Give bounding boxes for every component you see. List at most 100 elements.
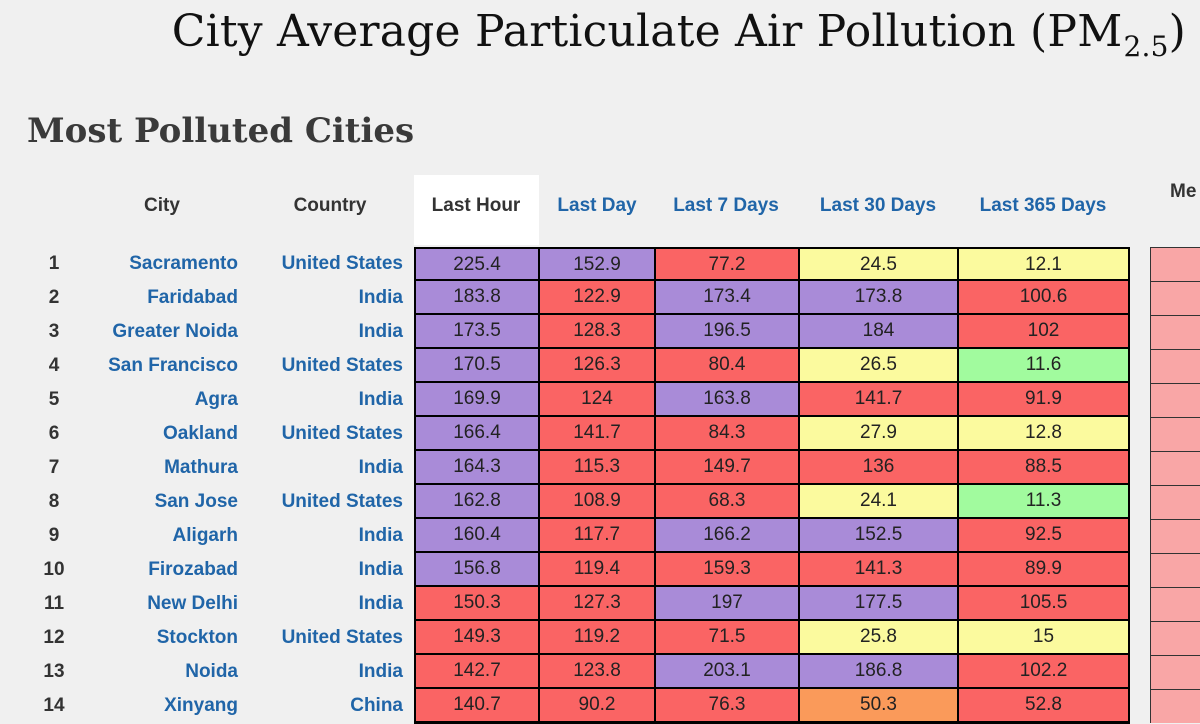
pm25-value-cell: 91.9 xyxy=(959,383,1130,417)
row-rank: 9 xyxy=(48,525,60,546)
city-link[interactable]: San Jose xyxy=(154,491,238,512)
city-link[interactable]: Xinyang xyxy=(164,695,238,716)
city-link[interactable]: Aligarh xyxy=(172,525,238,546)
city-link[interactable]: Greater Noida xyxy=(112,321,238,342)
row-rank: 14 xyxy=(43,695,65,716)
pm25-value-cell: 24.5 xyxy=(800,247,959,281)
period-tab-last-day[interactable]: Last Day xyxy=(557,195,637,216)
pm25-value-cell: 108.9 xyxy=(540,485,656,519)
pm25-value-cell: 164.3 xyxy=(414,451,540,485)
country-link[interactable]: India xyxy=(358,287,403,308)
country-link[interactable]: United States xyxy=(281,627,403,648)
column-header-city: City xyxy=(144,195,180,216)
country-link[interactable]: India xyxy=(358,321,403,342)
pm25-value-cell: 140.7 xyxy=(414,689,540,723)
country-link[interactable]: United States xyxy=(281,491,403,512)
pollution-table: 225.4 152.9 77.2 24.5 12.1 183.8 122.9 173.4 173… xyxy=(414,247,1130,724)
pm25-value-cell: 142.7 xyxy=(414,655,540,689)
pm25-value-cell: 163.8 xyxy=(656,383,800,417)
pm25-value-cell: 126.3 xyxy=(540,349,656,383)
country-link[interactable]: United States xyxy=(281,253,403,274)
city-link[interactable]: Mathura xyxy=(164,457,238,478)
period-tab-last-30-days[interactable]: Last 30 Days xyxy=(819,195,937,216)
pm25-value-cell: 119.4 xyxy=(540,553,656,587)
pm25-value-cell: 102.2 xyxy=(959,655,1130,689)
city-link[interactable]: Agra xyxy=(194,389,238,410)
country-link[interactable]: India xyxy=(358,559,403,580)
pm25-value-cell: 12.8 xyxy=(959,417,1130,451)
period-tab-last-hour[interactable]: Last Hour xyxy=(431,195,521,216)
city-link[interactable]: Sacramento xyxy=(129,253,238,274)
offscreen-cell xyxy=(1150,519,1200,553)
pm25-value-cell: 92.5 xyxy=(959,519,1130,553)
pm25-value-cell: 77.2 xyxy=(656,247,800,281)
pm25-value-cell: 100.6 xyxy=(959,281,1130,315)
pm25-value-cell: 170.5 xyxy=(414,349,540,383)
row-rank: 5 xyxy=(48,389,60,410)
offscreen-cell xyxy=(1150,417,1200,451)
country-link[interactable]: United States xyxy=(281,423,403,444)
pm25-value-cell: 68.3 xyxy=(656,485,800,519)
country-link[interactable]: India xyxy=(358,457,403,478)
pm25-value-cell: 26.5 xyxy=(800,349,959,383)
city-link[interactable]: Faridabad xyxy=(147,287,238,308)
offscreen-cell xyxy=(1150,247,1200,281)
row-rank: 8 xyxy=(48,491,60,512)
pm25-value-cell: 173.8 xyxy=(800,281,959,315)
row-rank: 2 xyxy=(48,287,60,308)
row-rank: 11 xyxy=(43,593,65,614)
country-link[interactable]: United States xyxy=(281,355,403,376)
pm25-value-cell: 197 xyxy=(656,587,800,621)
offscreen-cell xyxy=(1150,281,1200,315)
pm25-value-cell: 50.3 xyxy=(800,689,959,723)
pm25-value-cell: 105.5 xyxy=(959,587,1130,621)
country-link[interactable]: China xyxy=(350,695,403,716)
country-link[interactable]: India xyxy=(358,593,403,614)
pm25-value-cell: 152.9 xyxy=(540,247,656,281)
period-tab-last-7-days[interactable]: Last 7 Days xyxy=(673,195,779,216)
column-header-country: Country xyxy=(293,195,367,216)
pm25-value-cell: 225.4 xyxy=(414,247,540,281)
pm25-value-cell: 156.8 xyxy=(414,553,540,587)
pm25-value-cell: 136 xyxy=(800,451,959,485)
pm25-value-cell: 27.9 xyxy=(800,417,959,451)
pm25-value-cell: 88.5 xyxy=(959,451,1130,485)
pm25-value-cell: 184 xyxy=(800,315,959,349)
country-link[interactable]: India xyxy=(358,661,403,682)
pm25-value-cell: 169.9 xyxy=(414,383,540,417)
pm25-value-cell: 11.6 xyxy=(959,349,1130,383)
offscreen-cell xyxy=(1150,553,1200,587)
pm25-value-cell: 183.8 xyxy=(414,281,540,315)
offscreen-cell xyxy=(1150,383,1200,417)
country-link[interactable]: India xyxy=(358,389,403,410)
city-link[interactable]: New Delhi xyxy=(147,593,238,614)
country-link[interactable]: India xyxy=(358,525,403,546)
city-link[interactable]: Stockton xyxy=(156,627,238,648)
page-title-main: City Average Particulate Air Pollution (… xyxy=(171,6,1123,57)
pm25-value-cell: 177.5 xyxy=(800,587,959,621)
pm25-value-cell: 203.1 xyxy=(656,655,800,689)
offscreen-cell xyxy=(1150,621,1200,655)
pm25-value-cell: 84.3 xyxy=(656,417,800,451)
pm25-value-cell: 15 xyxy=(959,621,1130,655)
city-link[interactable]: San Francisco xyxy=(108,355,238,376)
page-title-close: ) xyxy=(1168,6,1186,57)
pm25-value-cell: 173.5 xyxy=(414,315,540,349)
offscreen-cell xyxy=(1150,349,1200,383)
pm25-value-cell: 196.5 xyxy=(656,315,800,349)
pm25-value-cell: 141.7 xyxy=(800,383,959,417)
page-title: City Average Particulate Air Pollution (… xyxy=(171,6,1186,63)
pm25-value-cell: 166.2 xyxy=(656,519,800,553)
pm25-value-cell: 159.3 xyxy=(656,553,800,587)
pm25-value-cell: 115.3 xyxy=(540,451,656,485)
page-title-subscript: 2.5 xyxy=(1123,30,1169,63)
city-link[interactable]: Noida xyxy=(185,661,238,682)
row-rank: 4 xyxy=(48,355,60,376)
city-link[interactable]: Oakland xyxy=(163,423,238,444)
section-title: Most Polluted Cities xyxy=(27,111,415,151)
offscreen-column xyxy=(1150,247,1200,724)
pm25-value-cell: 160.4 xyxy=(414,519,540,553)
period-tab-last-365-days[interactable]: Last 365 Days xyxy=(979,195,1107,216)
city-link[interactable]: Firozabad xyxy=(148,559,238,580)
pm25-value-cell: 141.3 xyxy=(800,553,959,587)
